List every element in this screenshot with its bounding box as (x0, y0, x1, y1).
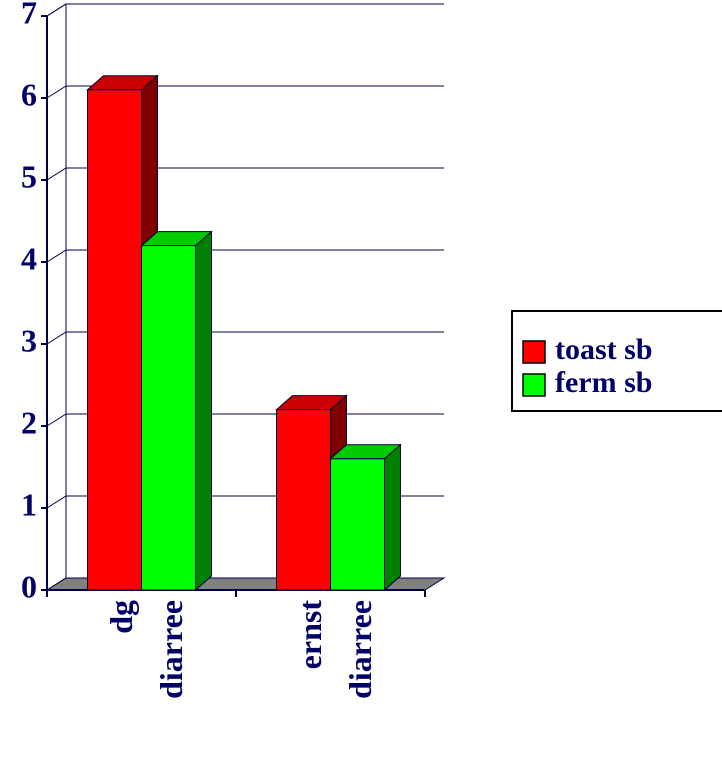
grid-line (46, 331, 444, 345)
y-tick-label: 6 (21, 76, 37, 112)
bar (141, 245, 196, 591)
grid-line (46, 167, 444, 181)
y-tick-label: 5 (21, 158, 37, 194)
legend-label: ferm sb (555, 366, 652, 399)
bar-side (384, 443, 401, 592)
legend-label: toast sb (555, 333, 653, 366)
grid-line (46, 249, 444, 263)
bar (276, 409, 331, 591)
legend-box (511, 310, 722, 412)
bar (87, 89, 142, 591)
y-tick-label: 3 (21, 322, 37, 358)
x-tick-label: ernst diarree (291, 600, 378, 699)
y-tick-label: 4 (21, 240, 37, 276)
y-tick-label: 7 (21, 0, 37, 30)
y-tick-label: 0 (21, 568, 37, 604)
bar (330, 458, 385, 591)
bar-side (195, 230, 212, 592)
y-tick-label: 2 (21, 404, 37, 440)
grid-line (46, 85, 444, 99)
y-tick-label: 1 (21, 486, 37, 522)
legend-swatch (522, 340, 546, 364)
grid-line (46, 3, 444, 17)
x-tick-label: dg diarree (102, 600, 189, 699)
legend-swatch (522, 373, 546, 397)
